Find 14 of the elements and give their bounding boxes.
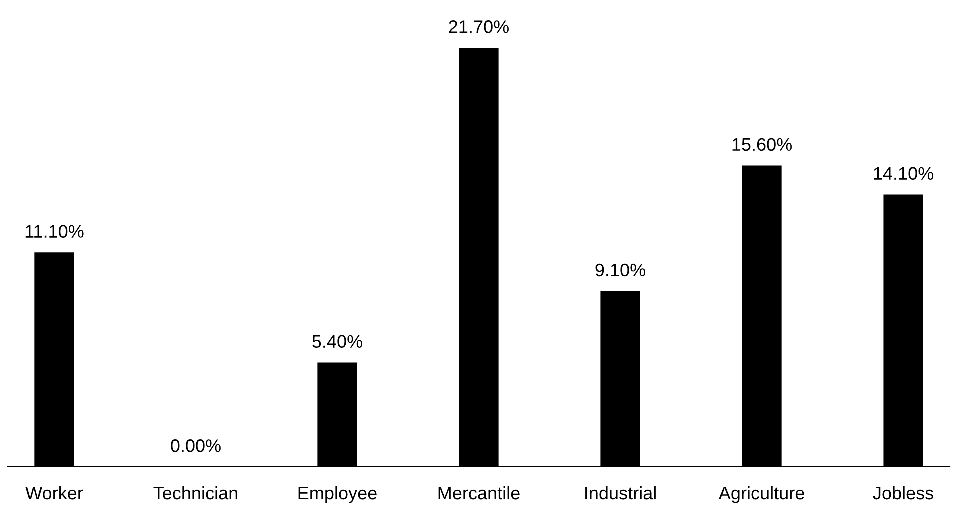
- data-label: 14.10%: [874, 167, 934, 180]
- data-label: 5.40%: [312, 335, 362, 348]
- data-label: 9.10%: [596, 264, 646, 277]
- x-tick-label: Worker: [26, 486, 84, 500]
- x-tick-label: Employee: [298, 486, 377, 504]
- x-tick-label: Technician: [154, 486, 238, 500]
- x-tick-label: Mercantile: [438, 486, 520, 500]
- data-label: 0.00%: [171, 440, 221, 452]
- data-label: 15.60%: [732, 138, 792, 152]
- data-label: 11.10%: [26, 225, 84, 238]
- data-label: 21.70%: [449, 20, 509, 34]
- x-tick-label: Industrial: [586, 486, 656, 500]
- x-tick-label: Agriculture: [718, 486, 804, 504]
- x-tick-label: Jobless: [873, 486, 934, 500]
